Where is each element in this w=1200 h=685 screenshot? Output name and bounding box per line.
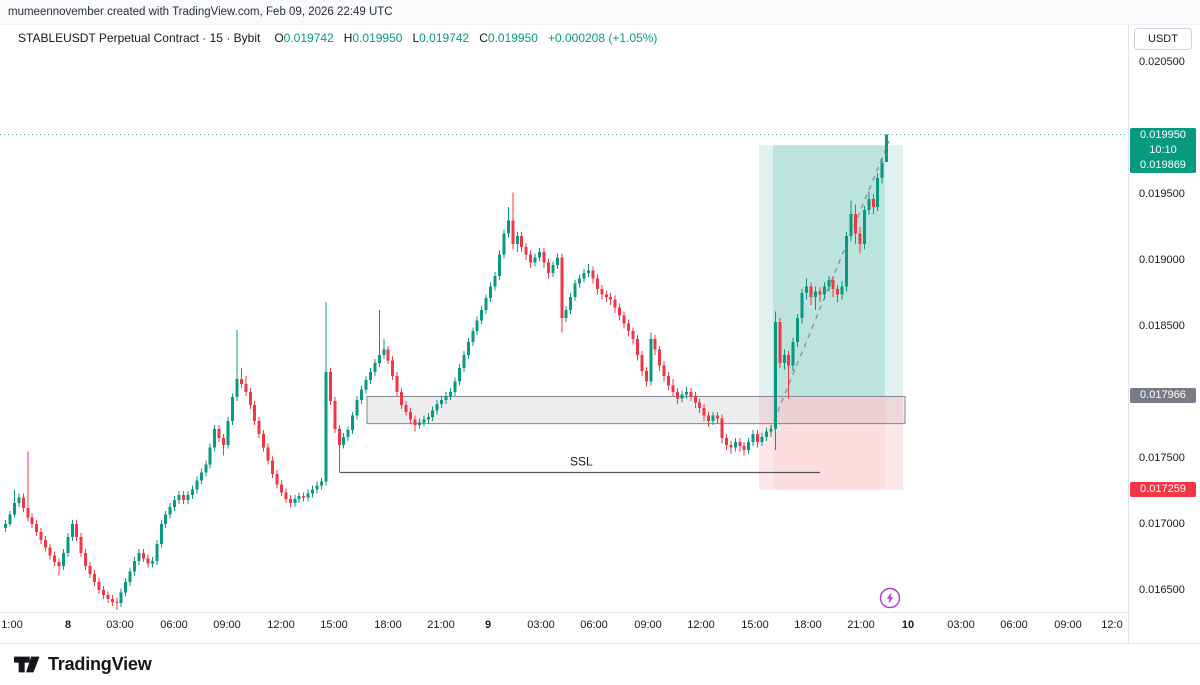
time-label: 18:00 (794, 619, 822, 631)
time-label: 18:00 (374, 619, 402, 631)
currency-chip[interactable]: USDT (1134, 28, 1192, 50)
tradingview-logo-text[interactable]: TradingView (48, 654, 152, 674)
target-price-value: 0.019869 (1140, 158, 1186, 171)
time-label: 06:00 (580, 619, 608, 631)
price-tick-label: 0.019000 (1139, 253, 1185, 266)
attribution-text: mumeennovember created with TradingView.… (8, 6, 393, 18)
svg-text:SSL: SSL (570, 454, 593, 468)
symbol-legend: STABLEUSDT Perpetual Contract · 15 · Byb… (18, 31, 657, 45)
axis-divider (0, 643, 1200, 644)
close-label: C (479, 31, 488, 45)
last-price-badge: 0.019950 10:10 0.019869 (1130, 127, 1196, 173)
time-axis[interactable]: 1:00 8 03:00 06:00 09:00 12:00 15:00 18:00 21:00… (0, 612, 1128, 643)
change-value: +0.000208 (+1.05%) (547, 31, 658, 45)
time-label: 15:00 (741, 619, 769, 631)
time-label: 09:00 (213, 619, 241, 631)
stop-price-badge: 0.017259 (1130, 481, 1196, 497)
time-label-day: 9 (484, 619, 492, 631)
tradingview-logo-icon[interactable] (14, 656, 40, 673)
price-tick-label: 0.016500 (1139, 583, 1185, 596)
price-tick-label: 0.019500 (1139, 187, 1185, 200)
low-value: 0.019742 (419, 31, 470, 45)
attribution-bar: mumeennovember created with TradingView.… (0, 0, 1200, 25)
time-label: 15:00 (320, 619, 348, 631)
time-label: 06:00 (160, 619, 188, 631)
symbol-title: STABLEUSDT Perpetual Contract · 15 · Byb… (18, 31, 261, 45)
ohlc-values: O0.019742 H0.019950 L0.019742 C0.019950 … (274, 31, 657, 45)
time-label: 1:00 (1, 619, 23, 631)
time-label: 09:00 (634, 619, 662, 631)
time-label-day: 10 (901, 619, 915, 631)
last-price-value: 0.019950 (1140, 128, 1186, 141)
open-label: O (274, 31, 284, 45)
footer: TradingView (0, 644, 1200, 685)
price-tick-label: 0.017000 (1139, 517, 1185, 530)
close-value: 0.019950 (487, 31, 538, 45)
price-tick-label: 0.018500 (1139, 319, 1185, 332)
market-status-lightning-icon[interactable] (879, 587, 901, 609)
price-axis[interactable]: USDT 0.020500 0.019500 0.019000 0.018500 0.0… (1128, 25, 1200, 643)
bar-countdown: 10:10 (1149, 143, 1177, 156)
time-label: 03:00 (527, 619, 555, 631)
open-value: 0.019742 (283, 31, 334, 45)
price-tick-label: 0.017500 (1139, 451, 1185, 464)
high-value: 0.019950 (352, 31, 403, 45)
time-label: 21:00 (847, 619, 875, 631)
time-label: 12:00 (267, 619, 295, 631)
low-label: L (412, 31, 420, 45)
high-label: H (343, 31, 353, 45)
chart-plot-area[interactable]: SSL STABLEUSDT Perpetual Contract · 15 ·… (0, 25, 1128, 612)
time-label-day: 8 (64, 619, 72, 631)
time-label: 21:00 (427, 619, 455, 631)
time-label: 09:00 (1054, 619, 1082, 631)
time-label: 12:00 (687, 619, 715, 631)
time-label: 03:00 (106, 619, 134, 631)
time-label: 06:00 (1000, 619, 1028, 631)
candlestick-chart[interactable]: SSL (0, 25, 1128, 612)
entry-price-badge: 0.017966 (1130, 388, 1196, 404)
time-label: 12:0 (1101, 619, 1123, 631)
time-label: 03:00 (947, 619, 975, 631)
price-tick-label: 0.020500 (1139, 55, 1185, 68)
